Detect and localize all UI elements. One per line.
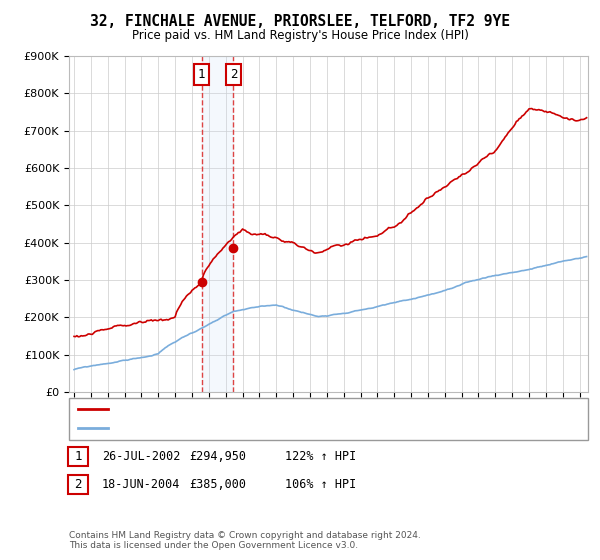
Text: 26-JUL-2002: 26-JUL-2002 xyxy=(102,450,181,463)
Text: Contains HM Land Registry data © Crown copyright and database right 2024.
This d: Contains HM Land Registry data © Crown c… xyxy=(69,530,421,550)
Text: 32, FINCHALE AVENUE, PRIORSLEE, TELFORD, TF2 9YE (detached house): 32, FINCHALE AVENUE, PRIORSLEE, TELFORD,… xyxy=(115,404,521,414)
Text: Price paid vs. HM Land Registry's House Price Index (HPI): Price paid vs. HM Land Registry's House … xyxy=(131,29,469,42)
Text: £385,000: £385,000 xyxy=(189,478,246,491)
Text: 2: 2 xyxy=(230,68,237,81)
Text: 2: 2 xyxy=(74,478,82,491)
Bar xyxy=(202,56,233,392)
Text: 1: 1 xyxy=(74,450,82,463)
Text: £294,950: £294,950 xyxy=(189,450,246,463)
Text: 18-JUN-2004: 18-JUN-2004 xyxy=(102,478,181,491)
Text: 122% ↑ HPI: 122% ↑ HPI xyxy=(285,450,356,463)
Text: 1: 1 xyxy=(198,68,205,81)
Text: 106% ↑ HPI: 106% ↑ HPI xyxy=(285,478,356,491)
Text: 32, FINCHALE AVENUE, PRIORSLEE, TELFORD, TF2 9YE: 32, FINCHALE AVENUE, PRIORSLEE, TELFORD,… xyxy=(90,14,510,29)
Text: HPI: Average price, detached house, Telford and Wrekin: HPI: Average price, detached house, Telf… xyxy=(115,423,453,433)
